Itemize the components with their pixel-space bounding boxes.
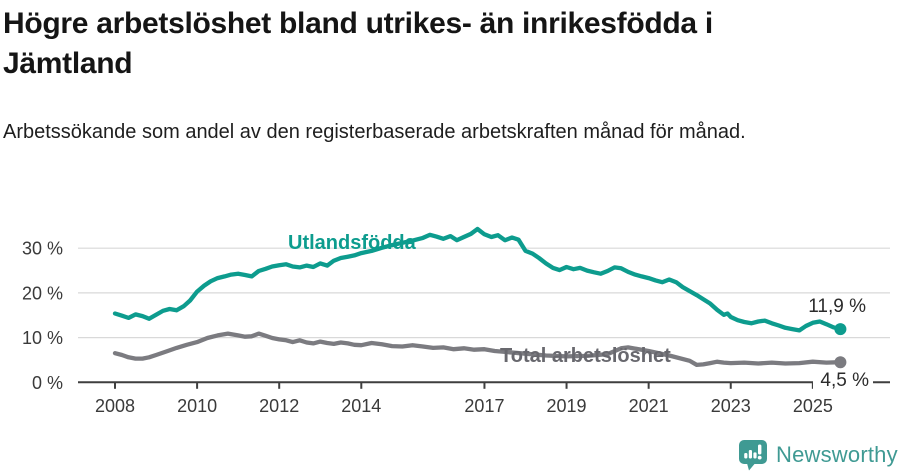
page-title: Högre arbetslöshet bland utrikes- än inr… bbox=[3, 7, 713, 80]
y-axis-label: 0 % bbox=[32, 373, 63, 393]
end-dot-total-arbetsl-shet bbox=[834, 356, 847, 369]
x-axis-label: 2023 bbox=[711, 396, 751, 416]
x-axis-label: 2010 bbox=[177, 396, 217, 416]
y-axis-label: 20 % bbox=[22, 283, 63, 303]
x-axis-label: 2025 bbox=[793, 396, 833, 416]
series-line-utlandsf-dda bbox=[112, 226, 843, 333]
x-axis-label: 2012 bbox=[259, 396, 299, 416]
newsworthy-logo-text: Newsworthy bbox=[776, 442, 898, 467]
y-axis-label: 30 % bbox=[22, 239, 63, 259]
end-dot-utlandsf-dda bbox=[834, 323, 847, 336]
value-label-halo bbox=[813, 371, 873, 390]
page-subtitle: Arbetssökande som andel av den registerb… bbox=[3, 121, 746, 143]
chart-svg: 0 % 10 % 20 % 30 % 2008 2010 2012 2014 2017 2019 2… bbox=[22, 226, 890, 416]
newsworthy-logo-icon bbox=[739, 440, 767, 471]
x-axis-label: 2021 bbox=[629, 396, 669, 416]
y-axis-label: 10 % bbox=[22, 328, 63, 348]
series-line-total-arbetsl-shet bbox=[112, 331, 843, 368]
x-axis-label: 2014 bbox=[341, 396, 381, 416]
x-axis-label: 2008 bbox=[95, 396, 135, 416]
series-label-utlandsf-dda: Utlandsfödda bbox=[288, 232, 417, 254]
x-axis-label: 2019 bbox=[547, 396, 587, 416]
series-label-total-arbetsl-shet: Total arbetslöshet bbox=[500, 345, 671, 367]
value-label-utlandsf-dda: 11,9 % bbox=[808, 296, 866, 317]
newsworthy-logo[interactable]: Newsworthy bbox=[738, 439, 898, 471]
value-label-total-arbetsl-shet: 4,5 % bbox=[820, 370, 869, 391]
x-axis-label: 2017 bbox=[464, 396, 504, 416]
line-chart: 0 % 10 % 20 % 30 % 2008 2010 2012 2014 2017 2019 2… bbox=[0, 215, 900, 427]
